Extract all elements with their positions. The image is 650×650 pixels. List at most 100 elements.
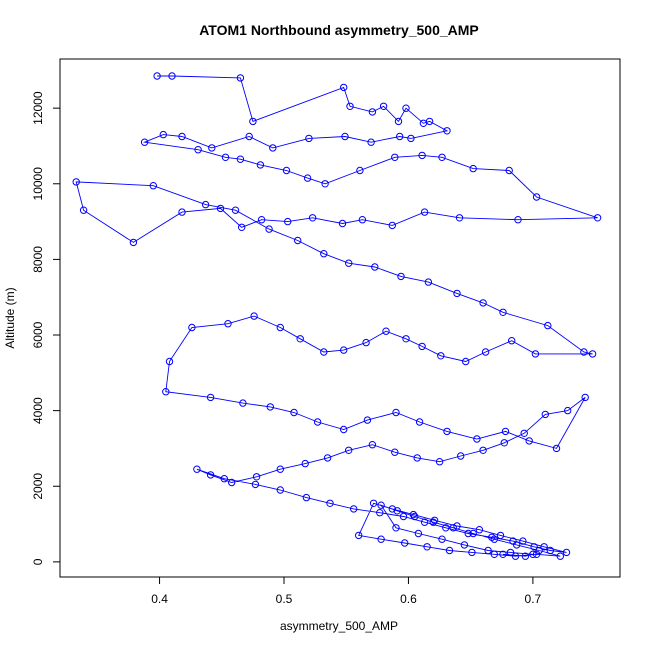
data-point <box>469 529 477 538</box>
data-point <box>340 425 348 434</box>
data-point <box>399 512 408 521</box>
data-point <box>397 272 405 281</box>
y-tick-label: 0 <box>31 558 45 565</box>
data-point <box>449 524 457 532</box>
data-point <box>392 408 400 417</box>
data-point <box>402 335 410 343</box>
data-point <box>392 524 400 532</box>
data-point <box>265 225 273 233</box>
data-point <box>140 138 149 146</box>
data-point <box>475 526 484 534</box>
data-point <box>453 522 461 530</box>
data-point <box>420 518 429 526</box>
data-point <box>206 471 215 479</box>
data-point <box>345 446 353 454</box>
data-point <box>453 289 461 298</box>
x-tick-label: 0.7 <box>525 592 542 606</box>
data-point <box>519 537 527 545</box>
data-point <box>402 104 410 112</box>
data-point <box>249 117 257 126</box>
data-point <box>367 138 375 146</box>
data-point <box>368 108 377 116</box>
data-point <box>588 350 597 358</box>
data-point <box>356 166 364 175</box>
data-point <box>530 543 538 551</box>
plot-area <box>72 72 602 560</box>
data-point <box>362 338 370 347</box>
data-point <box>168 72 176 80</box>
data-point <box>251 480 260 489</box>
data-point <box>303 174 312 182</box>
data-point <box>368 441 377 449</box>
data-point <box>149 182 158 190</box>
data-point <box>511 552 520 560</box>
data-point <box>371 263 379 271</box>
data-point <box>580 348 588 356</box>
data-point <box>496 531 505 540</box>
data-point <box>423 543 431 551</box>
data-point <box>418 342 426 351</box>
data-point <box>224 320 232 328</box>
data-point <box>276 323 284 332</box>
data-point <box>379 102 388 111</box>
data-point <box>581 393 589 402</box>
data-point <box>231 206 240 214</box>
data-point <box>411 512 419 521</box>
data-point <box>505 166 513 175</box>
data-point <box>165 357 174 366</box>
data-point <box>153 72 161 80</box>
data-point <box>326 499 334 507</box>
data-point <box>407 134 415 143</box>
data-point <box>529 550 537 558</box>
data-point <box>320 250 328 258</box>
data-point <box>276 486 284 494</box>
data-point <box>490 550 498 558</box>
data-point <box>245 132 253 141</box>
data-point <box>382 327 390 335</box>
y-tick-label: 2000 <box>31 473 45 500</box>
data-point <box>178 132 186 141</box>
data-point <box>429 518 437 526</box>
data-point <box>369 499 378 507</box>
data-point <box>338 219 347 228</box>
data-point <box>501 427 510 436</box>
data-point <box>391 448 399 456</box>
data-point <box>437 352 445 360</box>
data-point <box>521 552 530 560</box>
data-point <box>540 543 548 551</box>
data-point <box>193 465 201 473</box>
data-point <box>72 178 80 186</box>
data-point <box>562 548 571 557</box>
data-point <box>129 238 138 247</box>
y-axis-label: Altitude (m) <box>3 287 17 348</box>
data-point <box>509 537 517 545</box>
data-point <box>346 102 354 111</box>
data-point <box>425 117 434 126</box>
data-point <box>443 427 451 436</box>
data-point <box>462 357 470 366</box>
data-point <box>473 435 481 443</box>
data-point <box>216 204 225 213</box>
data-point <box>220 475 229 483</box>
series-line <box>75 75 598 557</box>
data-point <box>469 164 477 173</box>
x-axis: 0.4 0.5 0.6 0.7 <box>151 576 542 606</box>
data-point <box>388 505 396 513</box>
data-point <box>308 214 317 222</box>
data-point <box>355 531 363 540</box>
data-point <box>377 535 385 543</box>
data-point <box>520 429 528 437</box>
data-point <box>282 166 291 175</box>
data-point <box>358 216 367 224</box>
data-point <box>499 308 507 316</box>
data-point <box>415 418 424 426</box>
y-tick-label: 4000 <box>31 397 45 424</box>
data-point <box>363 416 372 424</box>
data-point <box>556 552 564 560</box>
data-point <box>162 388 170 396</box>
data-point <box>544 321 552 330</box>
data-point <box>430 516 439 524</box>
data-point <box>296 335 304 343</box>
data-point <box>284 217 292 226</box>
